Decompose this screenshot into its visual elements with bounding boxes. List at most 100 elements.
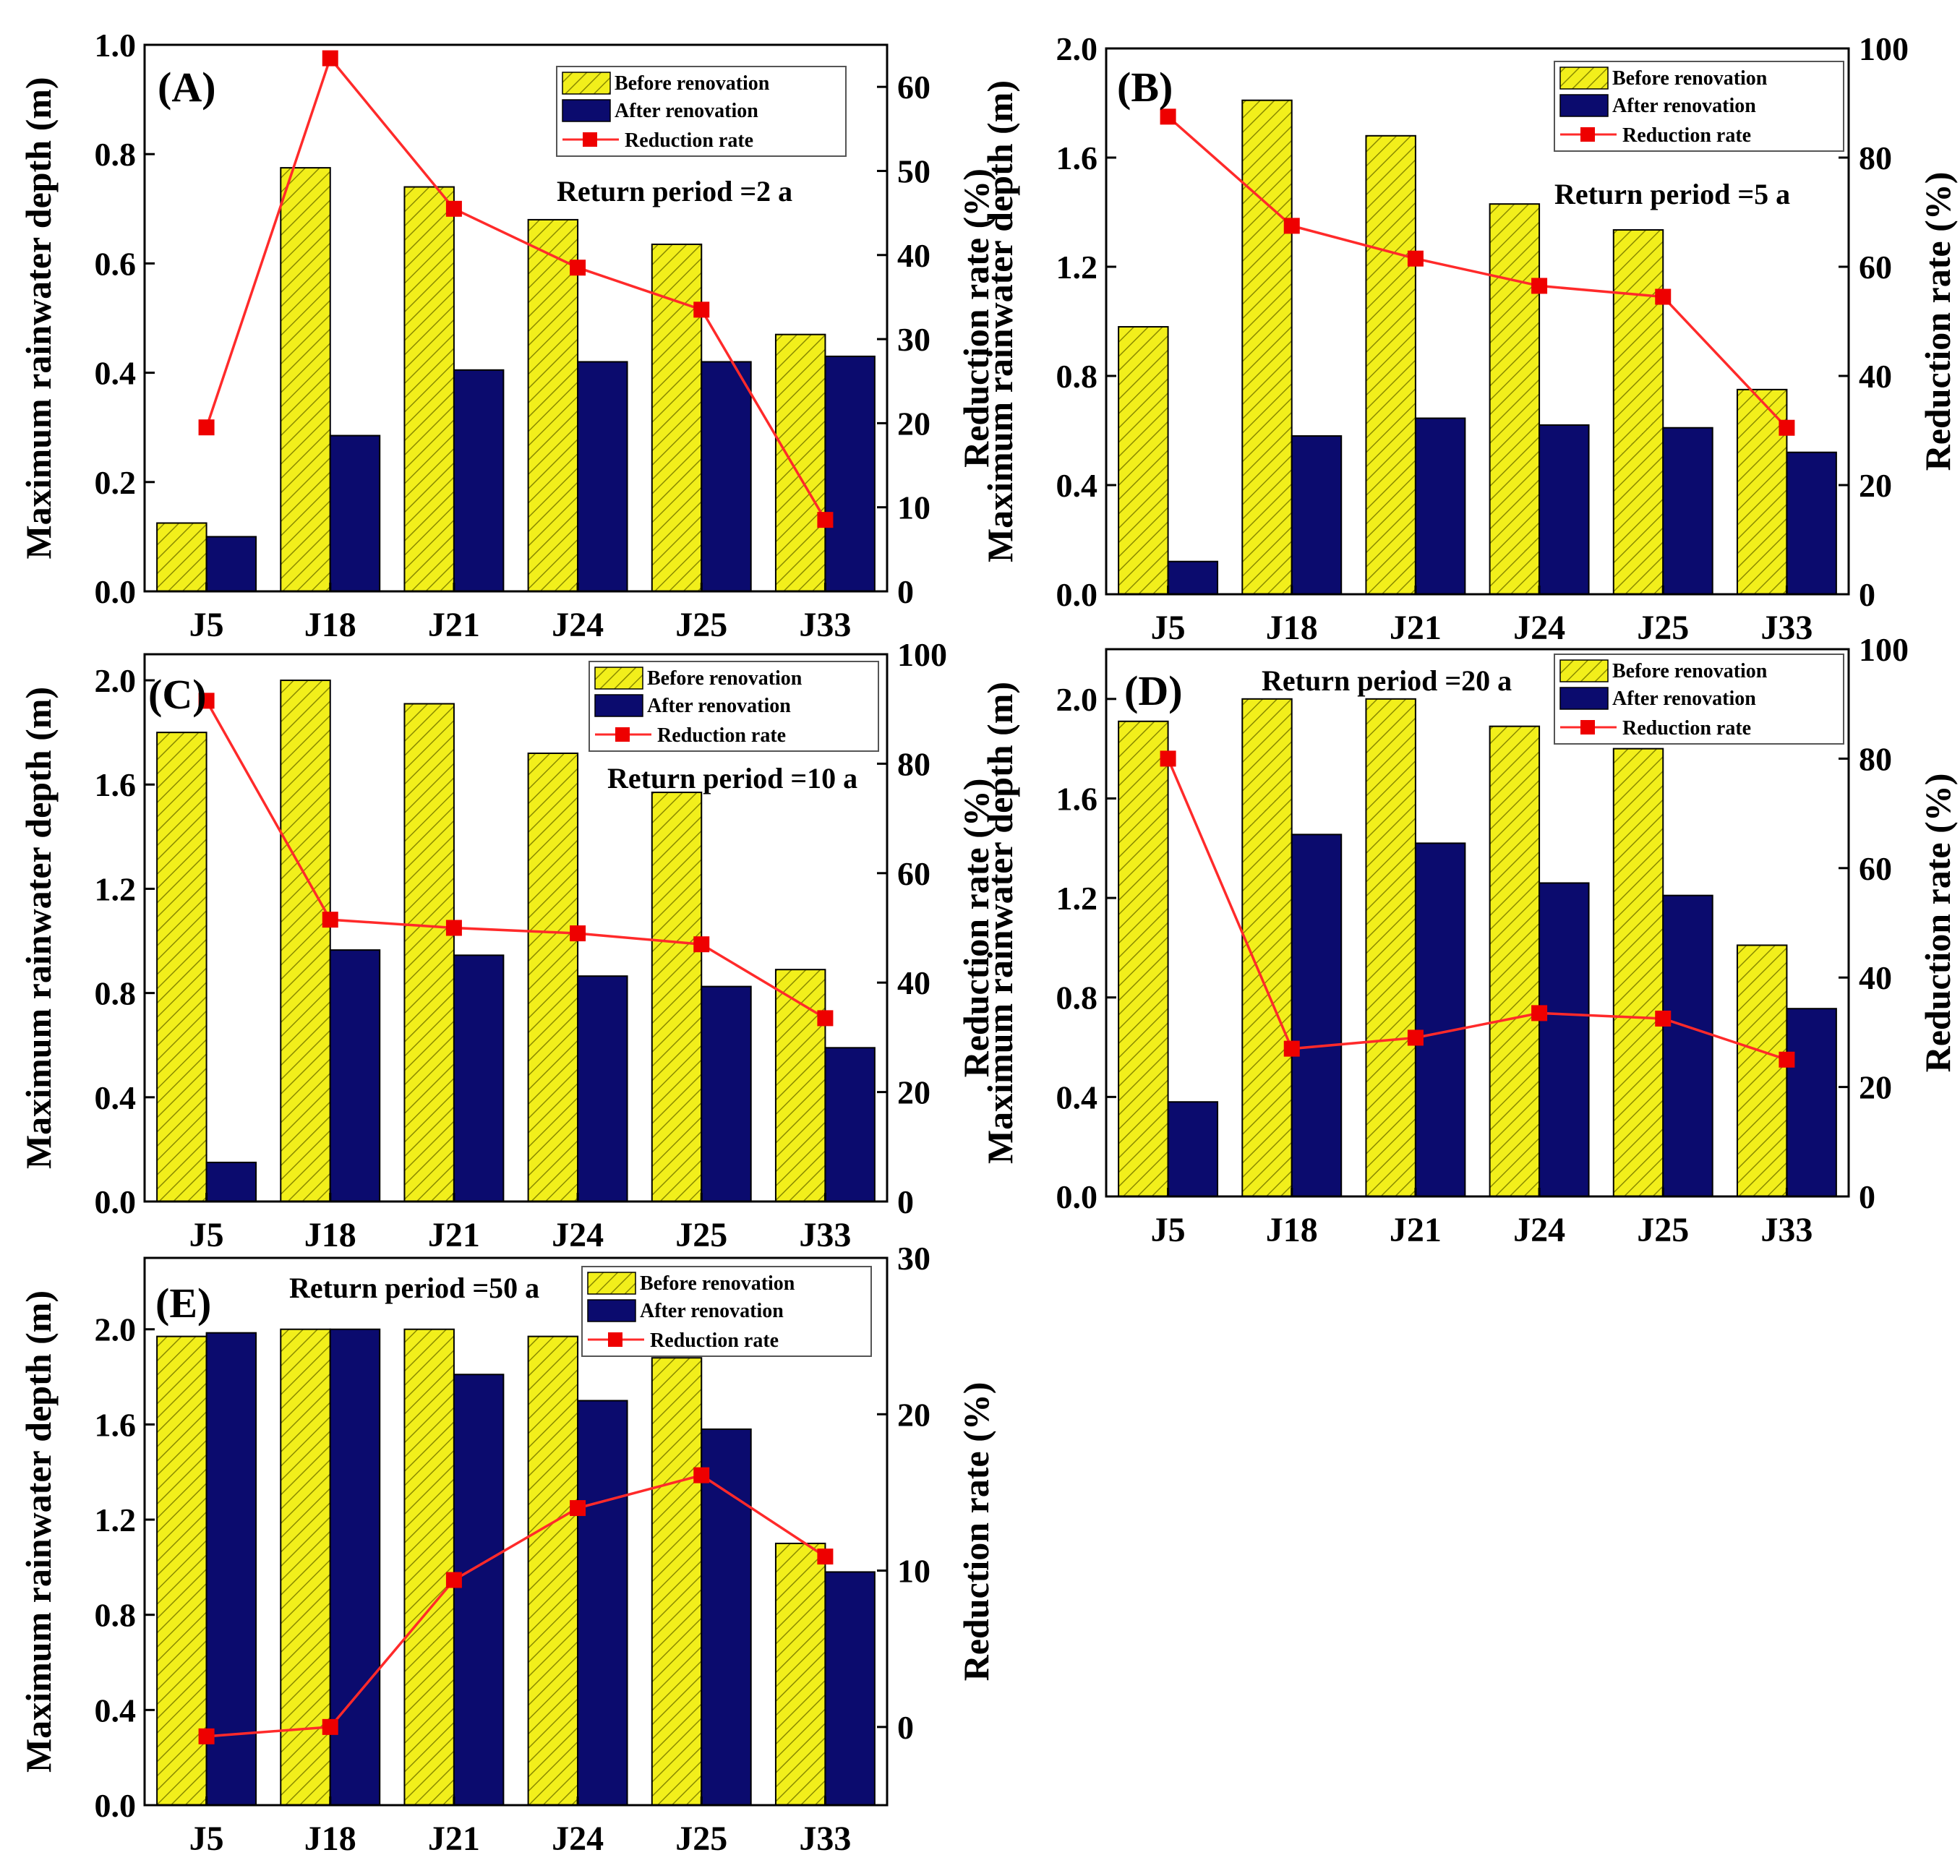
bar-after-j33 <box>824 1047 876 1203</box>
legend-swatch-rate-marker <box>583 132 597 147</box>
bar-after-j18 <box>329 949 381 1203</box>
bar-before-j33 <box>1736 388 1788 595</box>
bar-after-j21 <box>453 369 505 592</box>
y-tick-label: 0.4 <box>95 355 137 392</box>
x-tick-label: J5 <box>1151 1211 1186 1249</box>
y-tick-label: 0.8 <box>1056 980 1098 1016</box>
panel-e: 0.0 0.4 0.8 1.2 1.6 2.0 0 10 20 30 J5 J18 J21 J24 J25 J… <box>18 1240 996 1858</box>
legend-label-after: After renovation <box>647 695 791 717</box>
rate-marker-j21 <box>445 1572 462 1588</box>
x-tick-label: J21 <box>428 1820 480 1858</box>
bar-before-j24 <box>527 218 579 593</box>
legend-swatch-after <box>587 1299 636 1322</box>
y2-tick-label: 40 <box>1859 358 1892 395</box>
y-axis-title: Maximum rainwater depth (m) <box>980 682 1020 1164</box>
bar-before-j21 <box>403 186 455 592</box>
legend-swatch-rate-marker <box>1580 720 1595 734</box>
bar-after-j25 <box>701 1428 752 1806</box>
x-tick-label: J24 <box>1513 1211 1565 1249</box>
y2-tick-label: 60 <box>1859 850 1892 887</box>
rate-marker-j33 <box>817 512 834 528</box>
x-tick-label: J24 <box>552 606 604 644</box>
y-tick-label: 1.2 <box>1056 880 1098 917</box>
y2-tick-label: 30 <box>897 321 930 358</box>
x-tick-label: J25 <box>1637 609 1689 647</box>
y2-tick-label: 20 <box>1859 467 1892 504</box>
bar-after-j33 <box>824 355 876 592</box>
bar-after-j33 <box>1786 451 1837 596</box>
legend-label-after: After renovation <box>1612 688 1756 710</box>
legend-label-rate: Reduction rate <box>1622 124 1751 147</box>
bar-after-j21 <box>453 1374 505 1806</box>
return-period-label: Return period =20 a <box>1262 664 1512 697</box>
legend-label-before: Before renovation <box>1612 660 1768 682</box>
y-tick-label: 1.6 <box>1056 140 1098 176</box>
bar-before-j5 <box>156 522 207 592</box>
rate-marker-j25 <box>1655 288 1672 305</box>
bar-before-j21 <box>403 703 455 1202</box>
bar-after-j33 <box>824 1571 876 1806</box>
rate-marker-j5 <box>198 1728 215 1744</box>
reduction-rate-line <box>1167 116 1788 429</box>
bar-after-j25 <box>701 985 752 1203</box>
x-tick-label: J18 <box>1266 609 1318 647</box>
y2-tick-label: 40 <box>897 237 930 274</box>
bar-after-j25 <box>1662 894 1713 1198</box>
plot-frame <box>143 653 889 1203</box>
bar-before-j25 <box>651 1357 703 1806</box>
bar-after-j33 <box>1786 1008 1837 1197</box>
bar-after-j5 <box>205 536 257 593</box>
x-tick-label: J24 <box>552 1216 604 1254</box>
legend-swatch-after <box>562 99 611 122</box>
y-tick-label: 2.0 <box>95 662 137 699</box>
x-tick-label: J5 <box>1151 609 1186 647</box>
x-tick-label: J21 <box>1390 609 1442 647</box>
x-tick-label: J25 <box>1637 1211 1689 1249</box>
y-tick-label: 1.2 <box>1056 249 1098 286</box>
x-tick-label: J25 <box>675 606 727 644</box>
y-tick-label: 0.4 <box>1056 1079 1098 1115</box>
return-period-label: Return period =50 a <box>289 1272 539 1304</box>
rate-marker-j25 <box>693 936 710 953</box>
legend-swatch-rate-marker <box>608 1332 622 1347</box>
x-tick-label: J18 <box>304 1820 356 1858</box>
y2-tick-label: 80 <box>1859 140 1892 176</box>
legend: Before renovation After renovation Reducti… <box>1554 61 1844 152</box>
y2-tick-label: 60 <box>897 69 930 106</box>
x-tick-label: J5 <box>189 1216 224 1254</box>
bar-before-j5 <box>1118 720 1169 1197</box>
x-tick-label: J33 <box>1760 1211 1813 1249</box>
rate-marker-j25 <box>693 1467 710 1483</box>
y-tick-label: 0.2 <box>95 464 137 501</box>
y-axis-title: Maximum rainwater depth (m) <box>18 1290 59 1773</box>
x-tick-label: J21 <box>1390 1211 1442 1249</box>
bar-before-j24 <box>1489 203 1541 595</box>
legend-swatch-before <box>1559 67 1609 90</box>
y2-tick-label: 10 <box>897 489 930 526</box>
bar-before-j25 <box>1612 229 1664 595</box>
legend-swatch-after <box>1559 687 1609 710</box>
legend-label-before: Before renovation <box>640 1272 795 1295</box>
y2-tick-label: 10 <box>897 1553 930 1590</box>
rate-marker-j33 <box>817 1010 834 1027</box>
bar-after-j24 <box>1539 882 1590 1197</box>
x-tick-label: J5 <box>189 606 224 644</box>
plot-frame <box>143 43 889 593</box>
legend: Before renovation After renovation Reducti… <box>556 66 847 157</box>
y2-tick-label: 60 <box>897 855 930 892</box>
rate-marker-j5 <box>1160 750 1176 767</box>
y2-tick-label: 80 <box>1859 740 1892 777</box>
y2-tick-label: 40 <box>897 964 930 1001</box>
bar-after-j24 <box>1539 424 1590 596</box>
y-tick-label: 1.2 <box>95 870 137 907</box>
x-tick-label: J18 <box>304 606 356 644</box>
legend-label-before: Before renovation <box>647 667 803 690</box>
bar-after-j18 <box>329 1328 381 1806</box>
bar-after-j18 <box>329 434 381 592</box>
y-tick-label: 0.6 <box>95 245 137 282</box>
bar-after-j21 <box>453 954 505 1202</box>
rate-marker-j24 <box>570 925 586 942</box>
bar-after-j18 <box>1291 435 1343 595</box>
bar-before-j33 <box>774 1542 826 1807</box>
bar-after-j24 <box>577 1400 628 1806</box>
